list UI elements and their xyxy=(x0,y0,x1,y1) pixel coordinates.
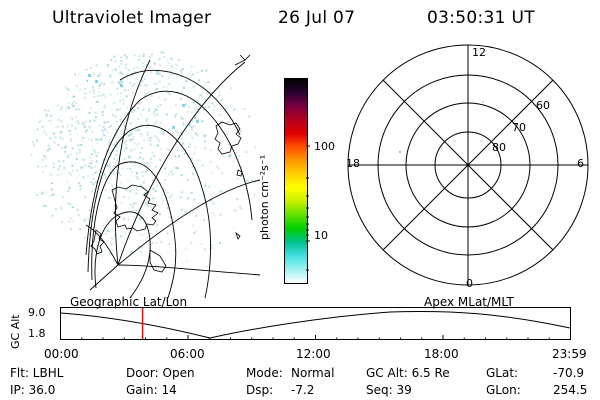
timeline-ytick-min: 1.8 xyxy=(28,327,46,340)
altitude-timeline xyxy=(60,307,571,340)
latitude-circle xyxy=(85,90,253,256)
timeline-ytick-max: 9.0 xyxy=(28,306,46,319)
observation-time: 03:50:31 UT xyxy=(427,8,535,28)
mlt-diagonal xyxy=(382,79,554,251)
coastline xyxy=(234,54,251,66)
gc-alt-readout: GC Alt: 6.5 Re xyxy=(366,366,450,380)
latitude-circle xyxy=(91,161,177,299)
timeline-right-title: Apex MLat/MLT xyxy=(424,295,514,309)
latitude-circle xyxy=(94,211,151,299)
colorbar-tick-10: 10 xyxy=(314,229,328,242)
meridian-line xyxy=(117,61,246,266)
glon-label: GLon: xyxy=(486,383,521,397)
altitude-curve xyxy=(60,310,571,339)
lat-label-70: 70 xyxy=(512,121,526,134)
colorbar-ticks xyxy=(306,145,310,271)
seq-readout: Seq: 39 xyxy=(366,383,412,397)
glat-value: -70.9 xyxy=(553,366,585,380)
instrument-title: Ultraviolet Imager xyxy=(52,8,212,28)
uv-emission-speckle xyxy=(30,51,257,268)
timeline-xtick: 18:00 xyxy=(424,347,459,361)
mlt-label-6: 6 xyxy=(577,157,584,170)
glon-value: 254.5 xyxy=(553,383,588,397)
latitude-circle xyxy=(87,125,211,299)
meridian-line xyxy=(117,264,261,276)
colorbar-gradient xyxy=(285,79,307,283)
coastline xyxy=(214,121,242,155)
gain-readout: Gain: 14 xyxy=(126,383,177,397)
dsp-value: -7.2 xyxy=(291,383,315,397)
polar-mlat-mlt-plot xyxy=(347,44,589,286)
timeline-xtick: 12:00 xyxy=(296,347,331,361)
glat-label: GLat: xyxy=(486,366,519,380)
latitude-circle xyxy=(119,69,241,136)
door-readout: Door: Open xyxy=(126,366,195,380)
filter-readout: Flt: LBHL xyxy=(10,366,64,380)
timeline-ylabel: GC Alt xyxy=(9,314,22,349)
colorbar-unit-label: photon cm⁻²s⁻¹ xyxy=(258,154,271,240)
colorbar-tick-100: 100 xyxy=(314,140,335,153)
dsp-label: Dsp: xyxy=(246,383,274,397)
meridian-line xyxy=(117,179,261,266)
mode-label: Mode: xyxy=(246,366,283,380)
coastline xyxy=(111,184,159,232)
timeline-xtick: 00:00 xyxy=(44,347,79,361)
lat-label-60: 60 xyxy=(536,99,550,112)
meridian-line xyxy=(89,264,119,291)
mlt-label-0: 0 xyxy=(466,277,473,290)
coastline xyxy=(235,231,241,240)
timeline-xtick: 06:00 xyxy=(170,347,205,361)
mode-value: Normal xyxy=(291,366,335,380)
coastline xyxy=(236,169,243,177)
timeline-xtick: 23:59 xyxy=(552,347,587,361)
lat-label-80: 80 xyxy=(492,141,506,154)
observation-date: 26 Jul 07 xyxy=(278,8,356,28)
coastline xyxy=(90,229,105,255)
mlt-label-12: 12 xyxy=(472,46,486,59)
coastline xyxy=(149,249,167,273)
meridian-line xyxy=(114,59,151,266)
colorbar xyxy=(284,78,308,284)
mlt-label-18: 18 xyxy=(346,157,360,170)
timeline-left-title: Geographic Lat/Lon xyxy=(70,295,188,309)
geographic-image-panel xyxy=(30,51,261,299)
ip-readout: IP: 36.0 xyxy=(10,383,56,397)
